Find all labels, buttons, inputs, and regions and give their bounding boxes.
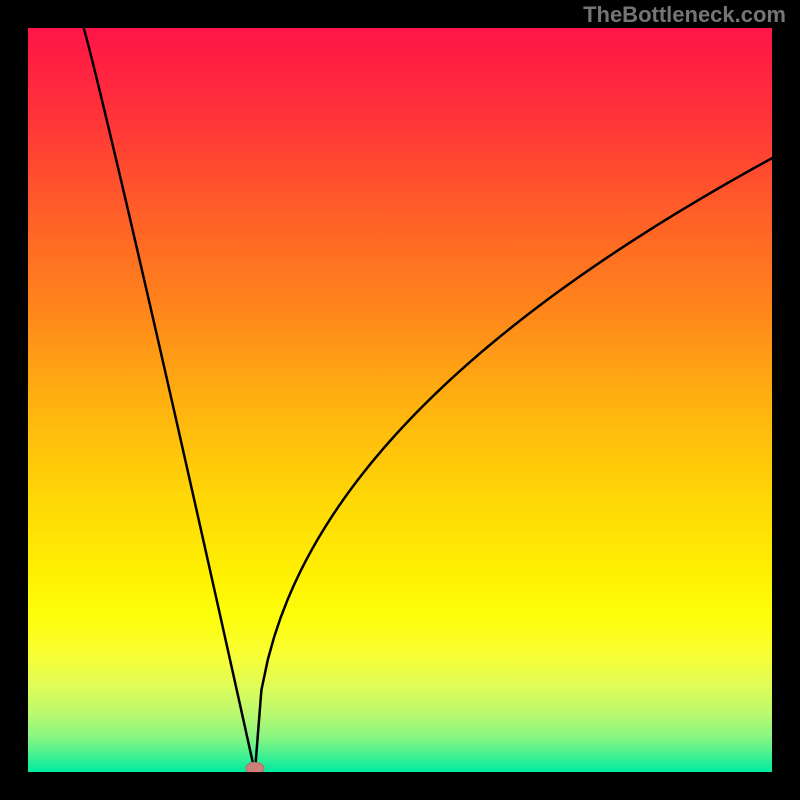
- plot-area: [28, 28, 772, 772]
- chart-root: TheBottleneck.com: [0, 0, 800, 800]
- gradient-background: [28, 28, 772, 772]
- watermark-text: TheBottleneck.com: [583, 2, 786, 28]
